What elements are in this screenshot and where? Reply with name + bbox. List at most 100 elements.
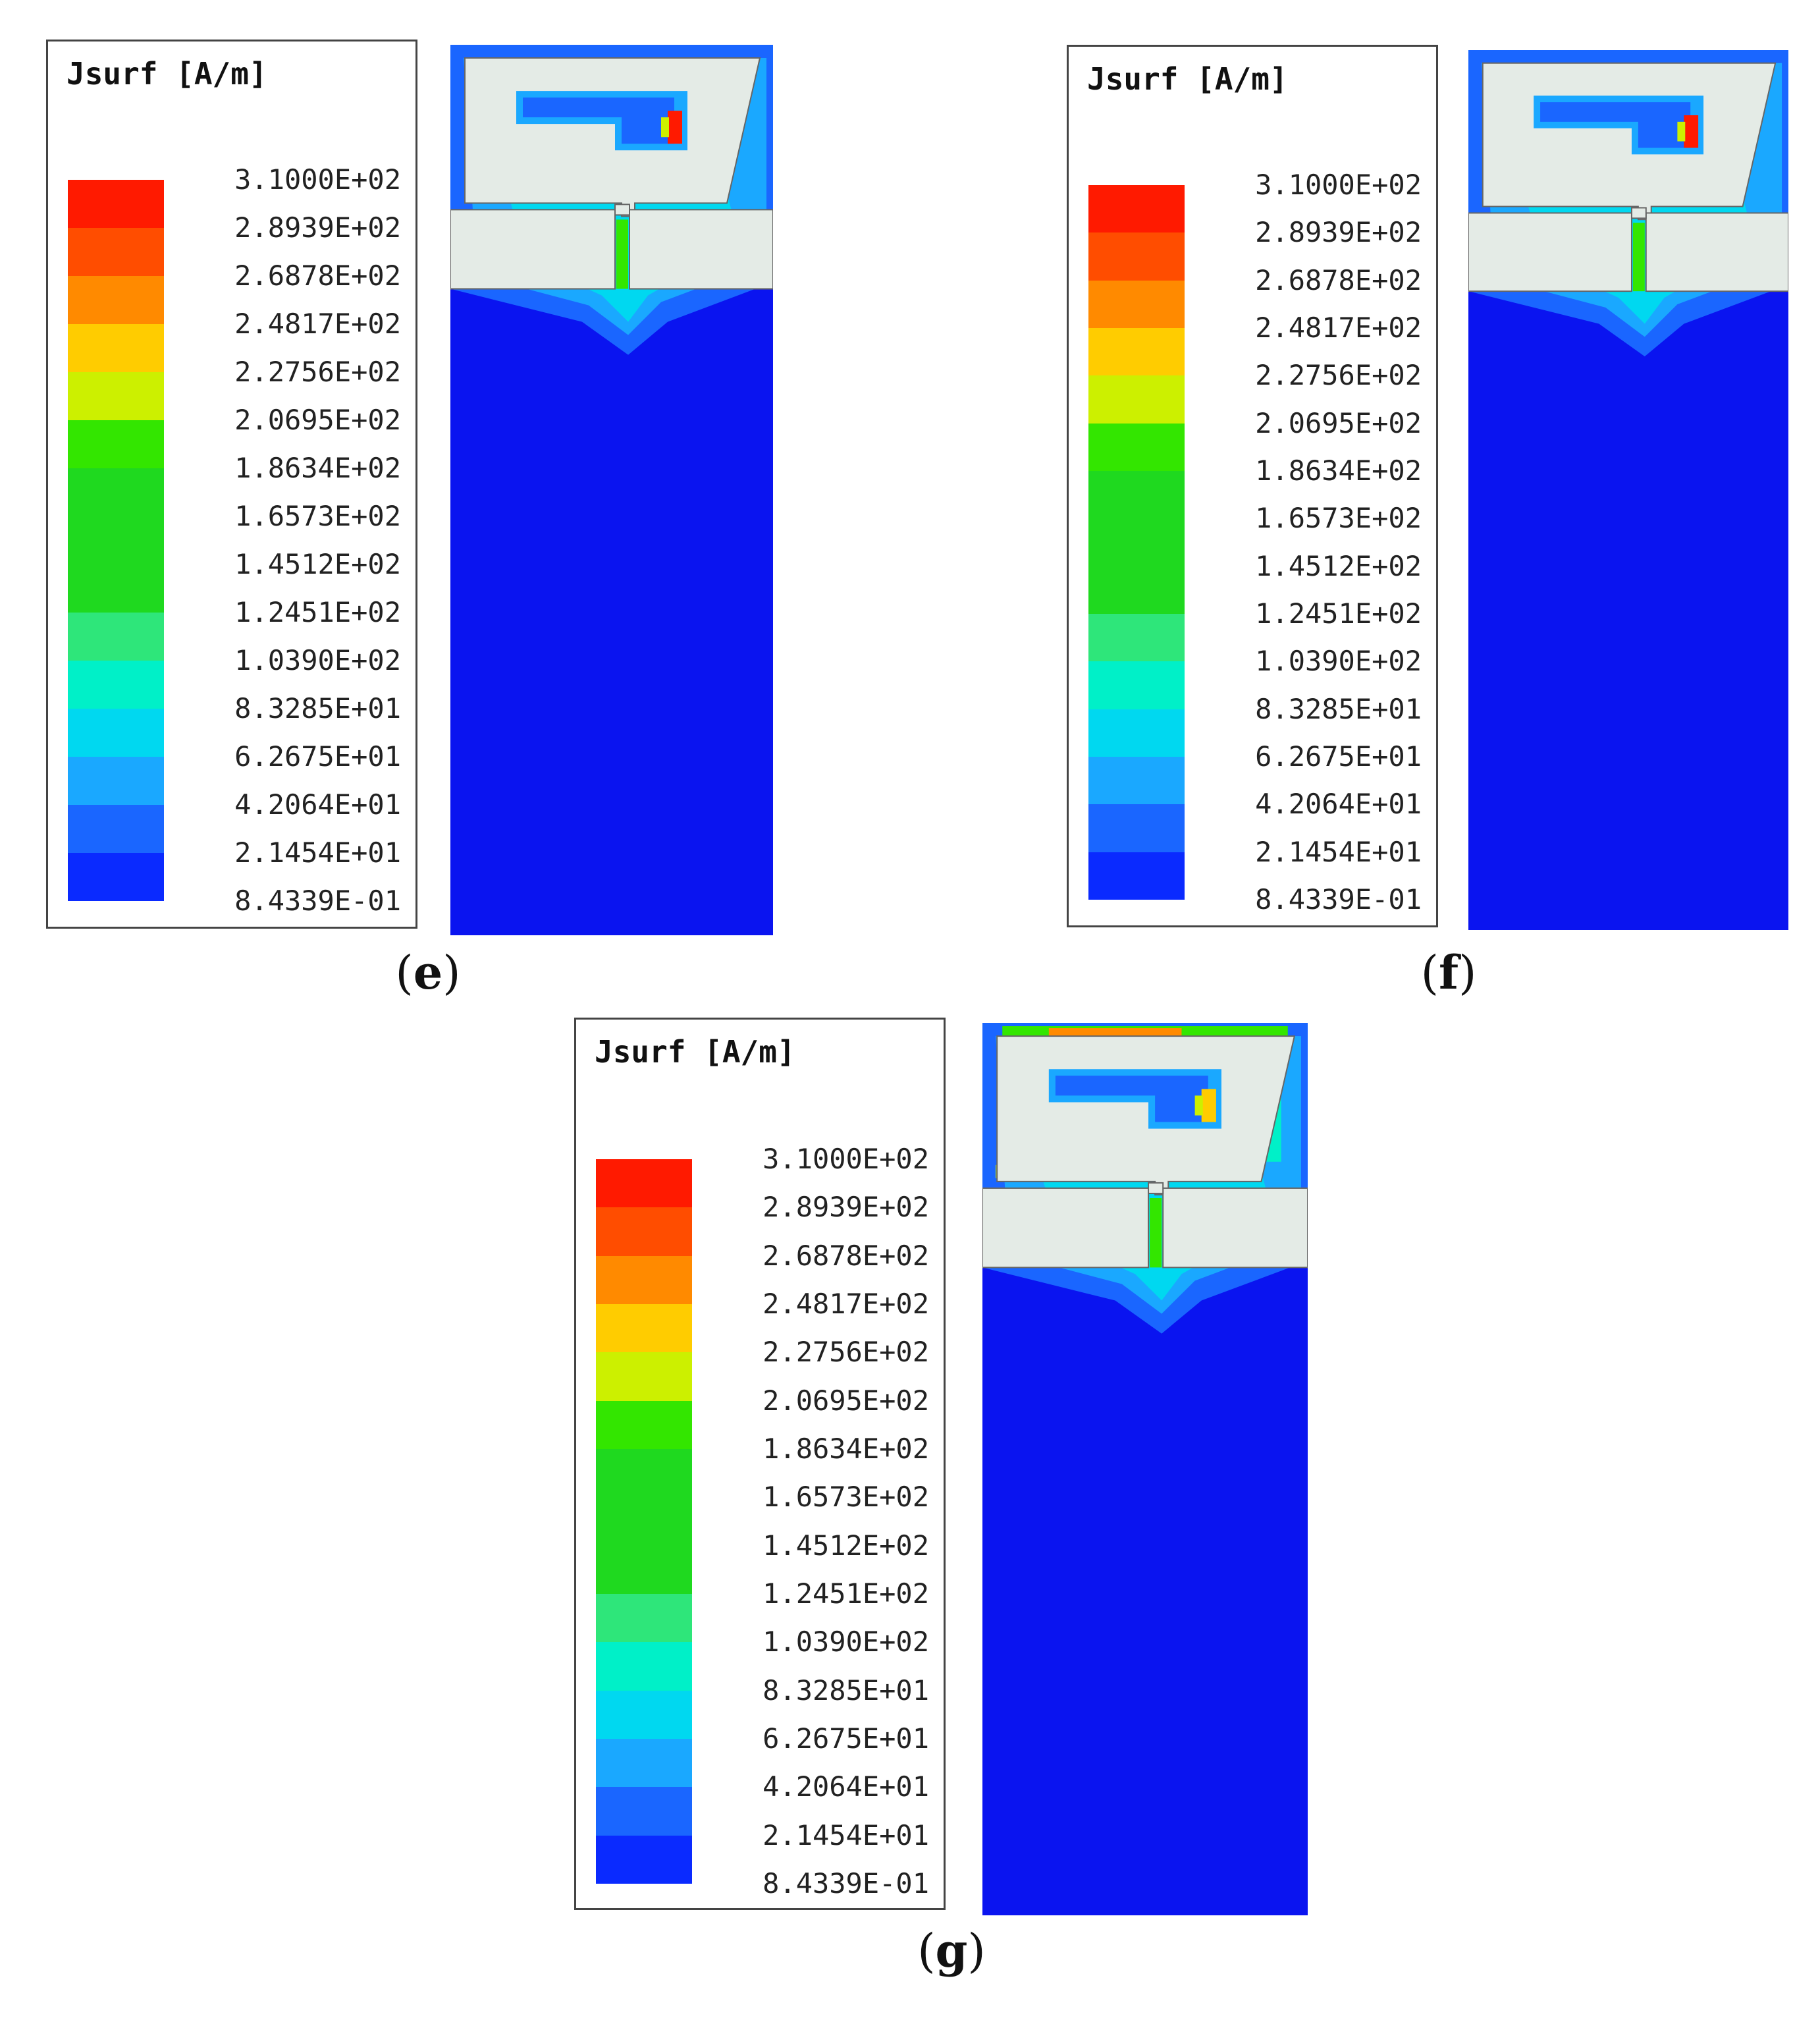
color-band: [1088, 709, 1185, 757]
color-band: [68, 709, 164, 757]
field-svg: [982, 1023, 1308, 1915]
color-band: [1088, 375, 1185, 424]
color-band: [596, 1255, 692, 1304]
antenna-feed-left: [450, 209, 616, 290]
tick-label: 1.4512E+02: [1255, 549, 1422, 582]
color-band: [596, 1738, 692, 1788]
feed-port: [614, 204, 630, 216]
legend-f: Jsurf [A/m] 3.1000E+02 2.8939E+02 2.6878E+…: [1067, 45, 1438, 927]
antenna-slot-inner: [523, 97, 674, 144]
current-distribution-plot-f: [1468, 50, 1788, 930]
color-band: [1088, 613, 1185, 662]
tick-label: 8.4339E-01: [234, 885, 401, 917]
antenna-feed-right: [1645, 212, 1788, 292]
antenna-feed-right: [629, 209, 773, 290]
legend-title: Jsurf [A/m]: [1087, 61, 1288, 97]
tick-label: 2.2756E+02: [1255, 359, 1422, 392]
tick-label: 4.2064E+01: [763, 1770, 929, 1803]
color-band: [1088, 518, 1185, 566]
tick-label: 8.4339E-01: [1255, 883, 1422, 916]
tick-label: 3.1000E+02: [763, 1143, 929, 1175]
field-hotspot: [1684, 115, 1699, 148]
legend-title: Jsurf [A/m]: [67, 56, 267, 92]
antenna-feed-left: [1468, 212, 1632, 292]
color-bar: [596, 1159, 692, 1884]
tick-label: 1.6573E+02: [763, 1481, 929, 1514]
color-band: [596, 1448, 692, 1498]
tick-label: 3.1000E+02: [234, 163, 401, 196]
color-band: [1088, 756, 1185, 805]
antenna-slot-inner: [1540, 102, 1691, 148]
field-hotspot: [1048, 1028, 1182, 1037]
tick-label: 1.4512E+02: [234, 548, 401, 580]
color-band: [1088, 423, 1185, 471]
feed-gap: [1150, 1197, 1162, 1268]
tick-label: 4.2064E+01: [1255, 788, 1422, 821]
color-band: [596, 1159, 692, 1208]
color-band: [68, 853, 164, 901]
tick-label: 2.4817E+02: [234, 308, 401, 340]
tick-label: 2.1454E+01: [1255, 835, 1422, 868]
color-band: [596, 1400, 692, 1449]
color-band: [68, 180, 164, 228]
color-band: [1088, 566, 1185, 614]
panel-caption-e: (e): [395, 945, 461, 1000]
tick-label: 2.6878E+02: [1255, 263, 1422, 296]
tick-label: 6.2675E+01: [763, 1722, 929, 1755]
feed-gap: [1632, 223, 1645, 292]
tick-label: 1.8634E+02: [1255, 454, 1422, 487]
panel-f: Jsurf [A/m] 3.1000E+02 2.8939E+02 2.6878E+…: [1067, 45, 1788, 1000]
tick-label: 2.2756E+02: [234, 356, 401, 388]
field-hotspot: [661, 117, 669, 138]
tick-label: 8.4339E-01: [763, 1867, 929, 1900]
color-band: [596, 1352, 692, 1401]
color-band: [68, 564, 164, 613]
tick-label: 2.0695E+02: [1255, 406, 1422, 439]
tick-label: 2.4817E+02: [1255, 312, 1422, 344]
tick-label: 2.8939E+02: [763, 1191, 929, 1224]
tick-label: 1.8634E+02: [234, 452, 401, 484]
tick-label: 6.2675E+01: [1255, 740, 1422, 773]
color-band: [596, 1787, 692, 1836]
tick-label: 8.3285E+01: [234, 692, 401, 725]
tick-label: 2.6878E+02: [234, 260, 401, 292]
color-band: [68, 276, 164, 324]
color-band: [1088, 852, 1185, 900]
color-band: [596, 1207, 692, 1256]
tick-label: 6.2675E+01: [234, 740, 401, 773]
color-band: [68, 468, 164, 516]
color-band: [596, 1545, 692, 1594]
color-band: [68, 757, 164, 805]
tick-label: 1.0390E+02: [763, 1626, 929, 1658]
antenna-upper-shape: [996, 1035, 1296, 1195]
field-svg: [1468, 50, 1788, 930]
tick-label: 1.6573E+02: [1255, 502, 1422, 535]
field-hotspot: [668, 111, 682, 144]
panel-caption-f: (f): [1420, 945, 1477, 1000]
tick-label: 1.0390E+02: [1255, 645, 1422, 678]
color-band: [68, 661, 164, 709]
tick-label: 2.1454E+01: [763, 1819, 929, 1851]
tick-label: 3.1000E+02: [1255, 169, 1422, 201]
feed-port: [1630, 207, 1647, 219]
color-band: [68, 805, 164, 853]
color-band: [68, 324, 164, 372]
color-bar: [1088, 185, 1185, 900]
tick-label: 2.0695E+02: [234, 404, 401, 436]
color-band: [68, 420, 164, 468]
panel-e: Jsurf [A/m] 3.1000E+02 2.8939E+02 2.6878E+…: [0, 0, 910, 1014]
color-band: [1088, 327, 1185, 376]
color-band: [1088, 661, 1185, 709]
tick-label: 2.4817E+02: [763, 1288, 929, 1320]
color-band: [68, 613, 164, 661]
legend-e: Jsurf [A/m] 3.1000E+02 2.8939E+02 2.6878E+…: [46, 40, 417, 929]
tick-label: 1.2451E+02: [1255, 597, 1422, 630]
color-band: [68, 516, 164, 564]
tick-label: 4.2064E+01: [234, 788, 401, 821]
tick-label: 2.8939E+02: [1255, 216, 1422, 249]
color-band: [596, 1690, 692, 1739]
antenna-feed-right: [1162, 1187, 1308, 1269]
field-svg: [450, 45, 773, 935]
color-band: [596, 1303, 692, 1353]
